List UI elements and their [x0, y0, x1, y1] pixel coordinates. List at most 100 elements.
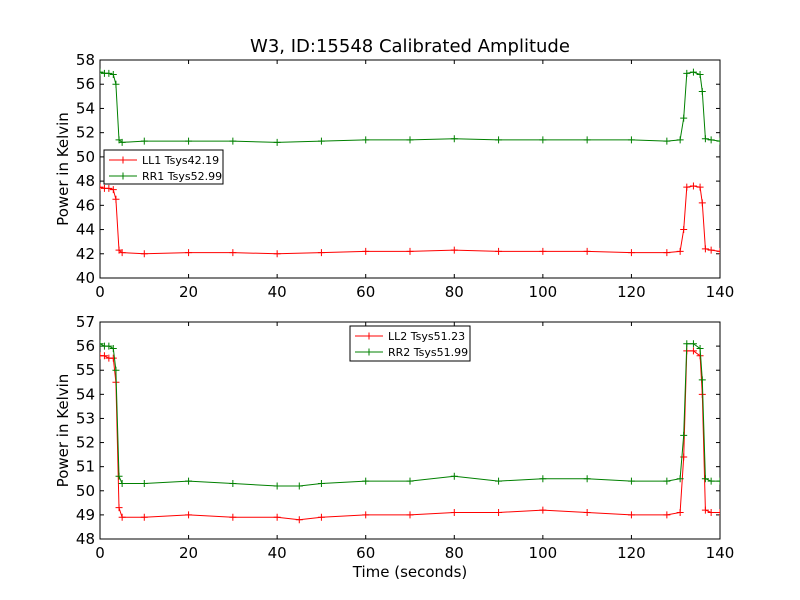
top-data-point: [676, 136, 684, 144]
bottom-data-point: [185, 511, 193, 519]
top-data-point: [627, 249, 635, 257]
bottom-ytick-label: 53: [76, 409, 95, 427]
bottom-legend-box: [349, 325, 471, 362]
top-data-point: [100, 68, 104, 76]
top-ytick-label: 48: [76, 172, 95, 190]
bottom-data-point: [689, 347, 697, 355]
top-data-point: [716, 247, 720, 255]
top-data-point: [583, 247, 591, 255]
bottom-data-point: [683, 340, 691, 348]
bottom-data-point: [105, 342, 113, 350]
top-data-point: [663, 137, 671, 145]
top-data-point: [495, 247, 503, 255]
bottom-panel: 0 20 40 60 80 100 120 140 48 49 50 51 52 53 54 55 56 57 Po…: [54, 313, 734, 581]
top-xtick-label: 120: [617, 283, 646, 301]
bottom-xtick-label: 0: [95, 544, 105, 562]
bottom-data-point: [109, 345, 117, 353]
top-data-point: [362, 247, 370, 255]
top-data-point: [539, 247, 547, 255]
top-panel: 0 20 40 60 80 100 120 140 40 42 44 46 48 50 52 54 56 58 Po…: [54, 51, 734, 301]
bottom-data-point: [716, 508, 720, 516]
bottom-data-point: [450, 472, 458, 480]
bottom-data-point: [627, 477, 635, 485]
top-ytick-label: 52: [76, 124, 95, 142]
top-data-point: [495, 136, 503, 144]
bottom-data-point: [118, 513, 126, 521]
top-data-point: [105, 184, 113, 192]
bottom-data-point: [118, 480, 126, 488]
bottom-data-point: [229, 513, 237, 521]
bottom-data-point: [450, 508, 458, 516]
bottom-xtick-label: 20: [179, 544, 198, 562]
bottom-legend-marker: [365, 348, 373, 356]
bottom-data-point: [295, 482, 303, 490]
top-ytick-label: 54: [76, 99, 95, 117]
bottom-data-point: [112, 366, 120, 374]
top-data-point: [118, 249, 126, 257]
bottom-xtick-label: 60: [356, 544, 375, 562]
bottom-ytick-label: 55: [76, 361, 95, 379]
top-xtick-label: 60: [356, 283, 375, 301]
top-legend-label: LL1 Tsys42.19: [142, 154, 219, 167]
bottom-data-point: [663, 477, 671, 485]
top-xtick-label: 100: [529, 283, 558, 301]
top-data-point: [680, 114, 688, 122]
bottom-ytick-label: 56: [76, 337, 95, 355]
bottom-legend-label: LL2 Tsys51.23: [388, 330, 465, 343]
bottom-data-point: [229, 480, 237, 488]
bottom-data-point: [627, 511, 635, 519]
top-data-point: [273, 138, 281, 146]
bottom-data-point: [539, 506, 547, 514]
bottom-data-point: [100, 352, 108, 360]
bottom-xtick-label: 140: [706, 544, 735, 562]
top-plot-frame: [99, 59, 721, 279]
bottom-data-point: [115, 472, 123, 480]
bottom-data-point: [701, 506, 709, 514]
bottom-data-point: [701, 475, 709, 483]
bottom-data-point: [115, 504, 123, 512]
top-data-point: [689, 182, 697, 190]
bottom-data-point: [317, 513, 325, 521]
bottom-data-point: [406, 511, 414, 519]
bottom-data-point: [406, 477, 414, 485]
top-data-point: [701, 245, 709, 253]
top-data-point: [229, 249, 237, 257]
top-data-point: [707, 136, 715, 144]
top-ytick-label: 46: [76, 196, 95, 214]
bottom-data-point: [689, 340, 697, 348]
top-series-2: [100, 68, 720, 146]
top-data-point: [698, 199, 706, 207]
top-data-point: [185, 137, 193, 145]
bottom-data-point: [583, 475, 591, 483]
top-legend-marker: [119, 156, 127, 164]
bottom-data-point: [495, 477, 503, 485]
top-data-point: [229, 137, 237, 145]
bottom-data-point: [539, 475, 547, 483]
bottom-data-point: [273, 513, 281, 521]
bottom-ytick-label: 54: [76, 385, 95, 403]
bottom-data-point: [140, 480, 148, 488]
top-data-point: [676, 247, 684, 255]
bottom-data-point: [317, 480, 325, 488]
bottom-ytick-label: 52: [76, 434, 95, 452]
top-data-point: [406, 247, 414, 255]
top-legend-box: [103, 149, 224, 185]
top-data-point: [100, 183, 104, 191]
top-data-point: [109, 186, 117, 194]
top-data-point: [140, 250, 148, 258]
figure-title: W3, ID:15548 Calibrated Amplitude: [250, 36, 570, 57]
bottom-data-point: [362, 511, 370, 519]
top-ytick-label: 42: [76, 245, 95, 263]
bottom-legend-marker: [365, 332, 373, 340]
top-data-point: [696, 183, 704, 191]
top-data-point: [716, 137, 720, 145]
bottom-xtick-label: 40: [268, 544, 287, 562]
bottom-legend-label: RR2 Tsys51.99: [388, 346, 468, 359]
top-data-point: [707, 246, 715, 254]
bottom-ytick-label: 51: [76, 458, 95, 476]
bottom-data-point: [273, 482, 281, 490]
top-data-point: [185, 249, 193, 257]
bottom-ytick-label: 49: [76, 506, 95, 524]
